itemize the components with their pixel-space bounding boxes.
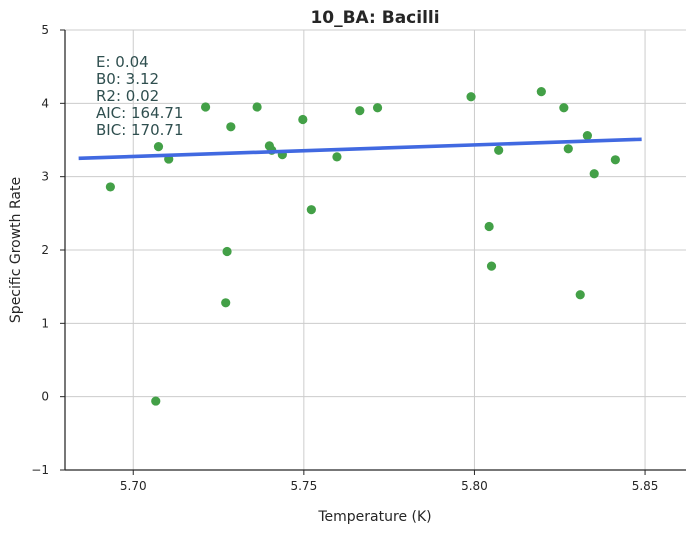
data-points [105,87,620,406]
ticks: 5.70 5.75 5.80 5.85 −1 0 1 2 3 4 5 [31,23,658,493]
y-tick-label: 0 [41,390,49,404]
y-tick-label: 4 [41,96,49,110]
data-point [536,87,546,97]
data-point [252,102,262,112]
x-axis-label: Temperature (K) [317,509,431,525]
data-point [484,221,494,232]
data-point [589,169,599,179]
data-point [582,131,592,141]
data-point [610,155,620,165]
y-tick-label: 1 [41,316,49,330]
data-point [298,114,308,125]
data-point [372,103,383,113]
stat-line: B0: 3.12 [96,70,159,88]
y-axis-label: Specific Growth Rate [8,177,24,323]
fit-line-group [78,137,642,161]
stat-line: BIC: 170.71 [96,121,184,139]
stat-line: AIC: 164.71 [96,104,183,122]
chart-title: 10_BA: Bacilli [310,8,439,28]
data-point [306,205,316,215]
stat-line: E: 0.04 [96,53,149,71]
data-point [226,122,236,132]
grid [65,29,686,471]
data-point [151,396,161,406]
x-tick-label: 5.85 [632,479,659,493]
y-tick-label: 3 [41,170,49,184]
data-point [355,106,365,116]
data-point [559,103,569,113]
data-point [332,152,342,162]
data-point [105,182,115,192]
data-point [222,246,232,257]
fit-line [78,137,642,161]
data-point [494,145,504,155]
data-point [466,92,476,102]
y-tick-label: 2 [41,243,49,257]
y-tick-label: 5 [41,23,49,37]
data-point [153,142,164,152]
stat-line: R2: 0.02 [96,87,159,105]
data-point [575,290,585,300]
x-tick-label: 5.80 [461,479,488,493]
data-point [200,102,211,112]
x-tick-label: 5.70 [120,479,147,493]
data-point [486,261,497,271]
data-point [221,298,231,308]
y-tick-label: −1 [31,463,49,477]
data-point [563,144,573,154]
x-tick-label: 5.75 [290,479,317,493]
